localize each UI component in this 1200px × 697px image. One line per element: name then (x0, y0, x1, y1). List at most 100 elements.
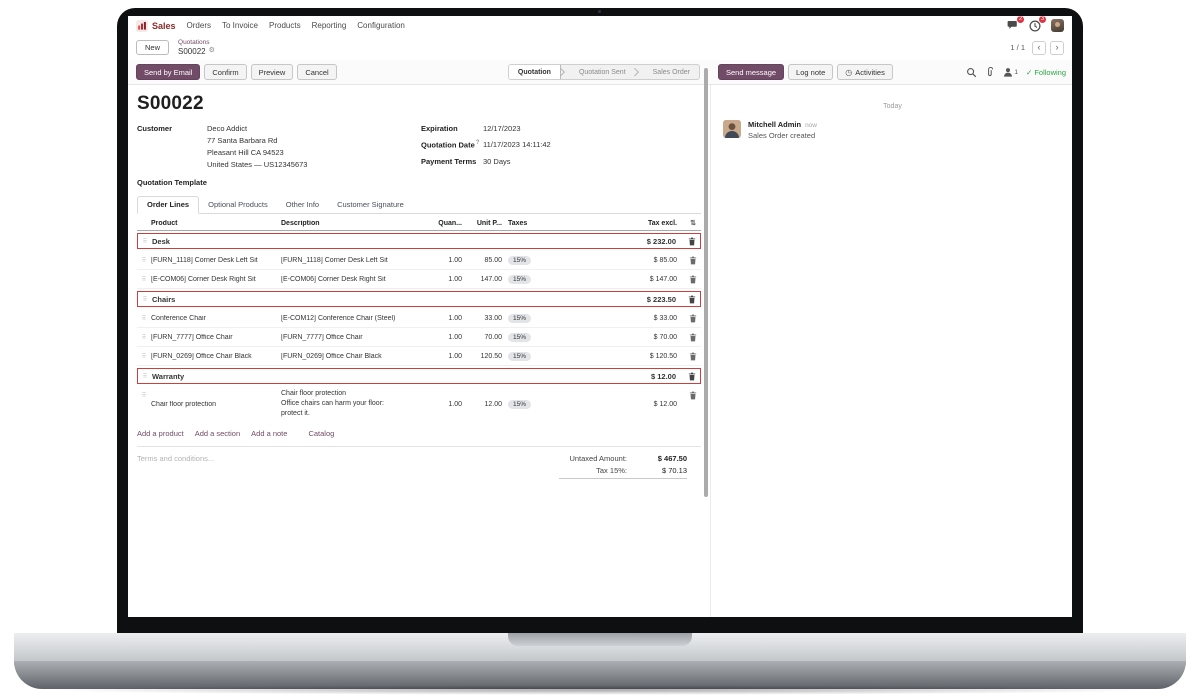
messages-button[interactable]: 2 (1007, 16, 1024, 32)
delete-row-button[interactable] (685, 352, 701, 361)
send-by-email-button[interactable]: Send by Email (136, 64, 201, 80)
drag-handle-icon[interactable]: ⠿ (142, 238, 148, 245)
form-scrollbar[interactable] (704, 68, 708, 497)
description-cell[interactable]: [FURN_7777] Office Chair (281, 333, 363, 341)
table-row-section-chairs[interactable]: ⠿ Chairs $ 223.50 (137, 291, 701, 307)
table-row-product[interactable]: ⠿ Conference Chair [E-COM12] Conference … (137, 309, 701, 328)
header-unit-price[interactable]: Unit P... (476, 219, 502, 227)
menu-reporting[interactable]: Reporting (311, 21, 347, 30)
table-row-product[interactable]: ⠿ [FURN_0269] Office Chair Black [FURN_0… (137, 347, 701, 366)
product-cell[interactable]: Conference Chair (151, 314, 206, 322)
header-taxes[interactable]: Taxes (508, 219, 528, 227)
section-name[interactable]: Chairs (152, 294, 176, 304)
delete-row-button[interactable] (685, 275, 701, 284)
unit-price-cell[interactable]: 85.00 (484, 256, 502, 264)
taxes-cell[interactable]: 15% (504, 399, 542, 409)
quantity-cell[interactable]: 1.00 (448, 400, 462, 408)
customer-name-field[interactable]: Deco Addict (207, 124, 248, 133)
confirm-button[interactable]: Confirm (204, 64, 247, 80)
taxes-cell[interactable]: 15% (504, 313, 542, 323)
table-row-product[interactable]: ⠿ [FURN_1118] Corner Desk Left Sit [FURN… (137, 251, 701, 270)
description-cell[interactable]: [FURN_0269] Office Chair Black (281, 352, 382, 360)
taxes-cell[interactable]: 15% (504, 255, 542, 265)
quantity-cell[interactable]: 1.00 (448, 256, 462, 264)
tax-badge[interactable]: 15% (508, 351, 532, 361)
quantity-cell[interactable]: 1.00 (448, 352, 462, 360)
table-row-section-warranty[interactable]: ⠿ Warranty $ 12.00 (137, 368, 701, 384)
pager-previous-button[interactable]: ‹ (1032, 40, 1046, 55)
add-a-note-link[interactable]: Add a note (251, 429, 288, 439)
taxes-cell[interactable]: 15% (504, 351, 542, 361)
tax-badge[interactable]: 15% (508, 399, 532, 409)
add-a-product-link[interactable]: Add a product (137, 429, 184, 439)
quotation-date-field[interactable]: 11/17/2023 14:11:42 (483, 140, 551, 149)
message-author[interactable]: Mitchell Admin (748, 120, 802, 129)
drag-handle-icon[interactable]: ⠿ (141, 353, 147, 360)
add-a-section-link[interactable]: Add a section (194, 429, 241, 439)
tab-order-lines[interactable]: Order Lines (137, 196, 200, 214)
description-cell[interactable]: [FURN_1118] Corner Desk Left Sit (281, 256, 388, 264)
header-quantity[interactable]: Quan... (438, 219, 462, 227)
preview-button[interactable]: Preview (250, 64, 294, 80)
cancel-button[interactable]: Cancel (297, 64, 337, 80)
description-cell[interactable]: [E-COM06] Corner Desk Right Sit (281, 275, 386, 283)
section-name[interactable]: Desk (152, 236, 170, 246)
unit-price-cell[interactable]: 33.00 (484, 314, 502, 322)
delete-row-button[interactable] (684, 295, 700, 304)
status-step-quotation-sent[interactable]: Quotation Sent (570, 65, 635, 79)
send-message-button[interactable]: Send message (718, 64, 785, 80)
sort-icon[interactable]: ⇅ (690, 220, 696, 227)
unit-price-cell[interactable]: 120.50 (480, 352, 502, 360)
drag-handle-icon[interactable]: ⠿ (142, 373, 148, 380)
product-cell[interactable]: Chair floor protection (151, 400, 216, 408)
header-product[interactable]: Product (151, 219, 178, 227)
delete-row-button[interactable] (685, 333, 701, 342)
activities-button[interactable]: 3 (1029, 16, 1046, 32)
delete-row-button[interactable] (684, 237, 700, 246)
log-note-button[interactable]: Log note (788, 64, 834, 80)
following-toggle[interactable]: ✓ Following (1026, 68, 1066, 77)
quantity-cell[interactable]: 1.00 (448, 275, 462, 283)
tax-badge[interactable]: 15% (508, 313, 532, 323)
expiration-field[interactable]: 12/17/2023 (483, 124, 521, 133)
table-row-product[interactable]: ⠿ [E-COM06] Corner Desk Right Sit [E-COM… (137, 270, 701, 289)
menu-configuration[interactable]: Configuration (357, 21, 405, 30)
activities-schedule-button[interactable]: ◷ Activities (837, 64, 893, 80)
taxes-cell[interactable]: 15% (504, 332, 542, 342)
product-cell[interactable]: [FURN_1118] Corner Desk Left Sit (151, 256, 258, 264)
product-cell[interactable]: [FURN_7777] Office Chair (151, 333, 233, 341)
product-cell[interactable]: [FURN_0269] Office Chair Black (151, 352, 252, 360)
tax-badge[interactable]: 15% (508, 332, 532, 342)
pager-next-button[interactable]: › (1050, 40, 1064, 55)
terms-placeholder[interactable]: Terms and conditions... (137, 454, 215, 464)
app-brand[interactable]: Sales (136, 19, 176, 32)
followers-button[interactable]: 1 (1003, 67, 1018, 77)
menu-to-invoice[interactable]: To Invoice (221, 21, 259, 30)
table-row-product[interactable]: ⠿ [FURN_7777] Office Chair [FURN_7777] O… (137, 328, 701, 347)
drag-handle-icon[interactable]: ⠿ (141, 276, 147, 283)
unit-price-cell[interactable]: 70.00 (484, 333, 502, 341)
tax-badge[interactable]: 15% (508, 274, 532, 284)
breadcrumb-parent[interactable]: Quotations (178, 38, 210, 46)
description-cell[interactable]: [E-COM12] Conference Chair (Steel) (281, 314, 396, 322)
drag-handle-icon[interactable]: ⠿ (141, 315, 147, 322)
unit-price-cell[interactable]: 12.00 (484, 400, 502, 408)
description-cell[interactable]: Chair floor protection Office chairs can… (281, 390, 384, 418)
status-step-sales-order[interactable]: Sales Order (644, 65, 699, 79)
product-cell[interactable]: [E-COM06] Corner Desk Right Sit (151, 275, 256, 283)
catalog-link[interactable]: Catalog (308, 429, 335, 439)
header-tax-excl[interactable]: Tax excl. (647, 219, 677, 227)
drag-handle-icon[interactable]: ⠿ (142, 296, 148, 303)
menu-products[interactable]: Products (269, 21, 301, 30)
tax-badge[interactable]: 15% (508, 255, 532, 265)
drag-handle-icon[interactable]: ⠿ (141, 257, 147, 264)
delete-row-button[interactable] (685, 314, 701, 323)
status-step-quotation[interactable]: Quotation (508, 65, 561, 79)
drag-handle-icon[interactable]: ⠿ (141, 334, 147, 341)
user-avatar[interactable] (1051, 19, 1064, 32)
table-row-section-desk[interactable]: ⠿ Desk $ 232.00 (137, 233, 701, 249)
delete-row-button[interactable] (685, 391, 701, 400)
unit-price-cell[interactable]: 147.00 (480, 275, 502, 283)
tab-customer-signature[interactable]: Customer Signature (337, 200, 404, 209)
taxes-cell[interactable]: 15% (504, 274, 542, 284)
